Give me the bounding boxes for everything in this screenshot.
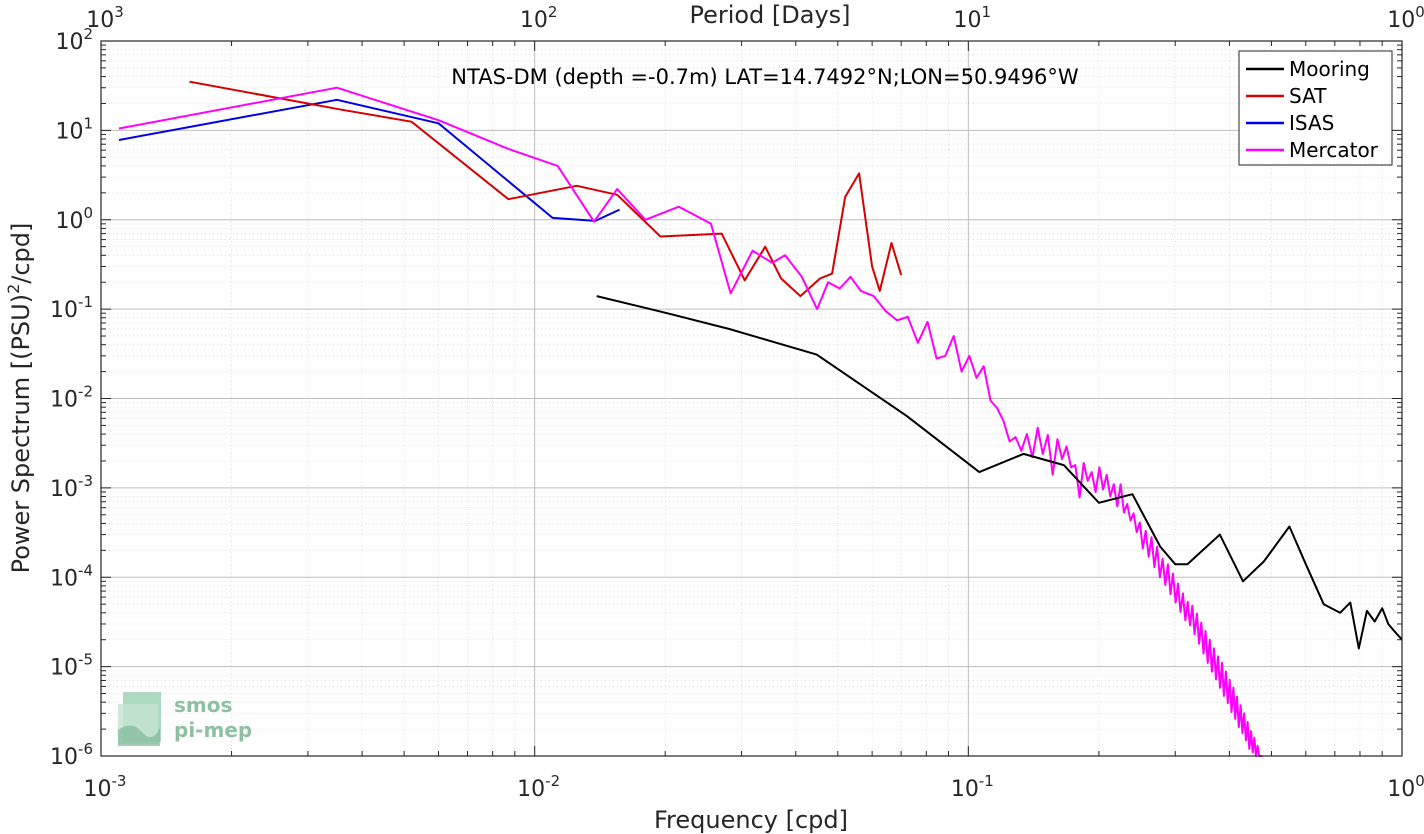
- y-tick-label: 10-1: [50, 293, 93, 323]
- x-tick-label: 10-2: [517, 772, 560, 802]
- x2-tick-label: 101: [954, 3, 992, 33]
- legend-label-sat: SAT: [1289, 84, 1327, 108]
- y-axis-label: Power Spectrum [(PSU)2/cpd]: [4, 223, 35, 574]
- y-tick-label: 10-3: [50, 472, 93, 502]
- x-tick-label: 10-1: [951, 772, 994, 802]
- grid: [100, 41, 1402, 757]
- y-axis-label-main: Power Spectrum [(PSU): [7, 294, 35, 573]
- logo-line1: smos: [174, 693, 232, 717]
- y-tick-label: 10-4: [50, 561, 93, 591]
- y-axis-label-tail: /cpd]: [7, 223, 35, 284]
- x-tick-label: 100: [1387, 772, 1424, 802]
- series-group: [118, 80, 1403, 757]
- legend-label-mooring: Mooring: [1289, 57, 1370, 81]
- y-tick-label: 10-2: [50, 383, 93, 413]
- x2-tick-label: 102: [520, 3, 558, 33]
- y-tick-label: 101: [55, 114, 93, 144]
- logo-line2: pi-mep: [174, 718, 252, 742]
- y-tick-label: 102: [55, 25, 93, 55]
- y-tick-label: 10-6: [50, 740, 93, 770]
- y-axis-label-sup: 2: [4, 284, 23, 294]
- x2-tick-label: 100: [1387, 3, 1424, 33]
- legend-label-isas: ISAS: [1289, 111, 1334, 135]
- legend: Mooring SAT ISAS Mercator: [1238, 50, 1393, 166]
- x-axis-label: Frequency [cpd]: [654, 806, 848, 834]
- y-tick-label: 100: [55, 204, 93, 234]
- x2-tick-label: 103: [86, 3, 124, 33]
- ticks: [100, 41, 1402, 757]
- chart-title: NTAS-DM (depth =-0.7m) LAT=14.7492°N;LON…: [451, 65, 1079, 89]
- series-line-mooring: [596, 295, 1403, 650]
- x-tick-label: 10-3: [84, 772, 127, 802]
- logo: smos pi-mep: [118, 692, 252, 746]
- y-tick-label: 10-5: [50, 651, 93, 681]
- legend-label-mercator: Mercator: [1289, 138, 1379, 162]
- logo-emblem: [118, 692, 161, 746]
- x2-axis-label: Period [Days]: [689, 1, 850, 29]
- series-line-isas: [118, 98, 621, 222]
- series-line-mercator: [118, 86, 1263, 757]
